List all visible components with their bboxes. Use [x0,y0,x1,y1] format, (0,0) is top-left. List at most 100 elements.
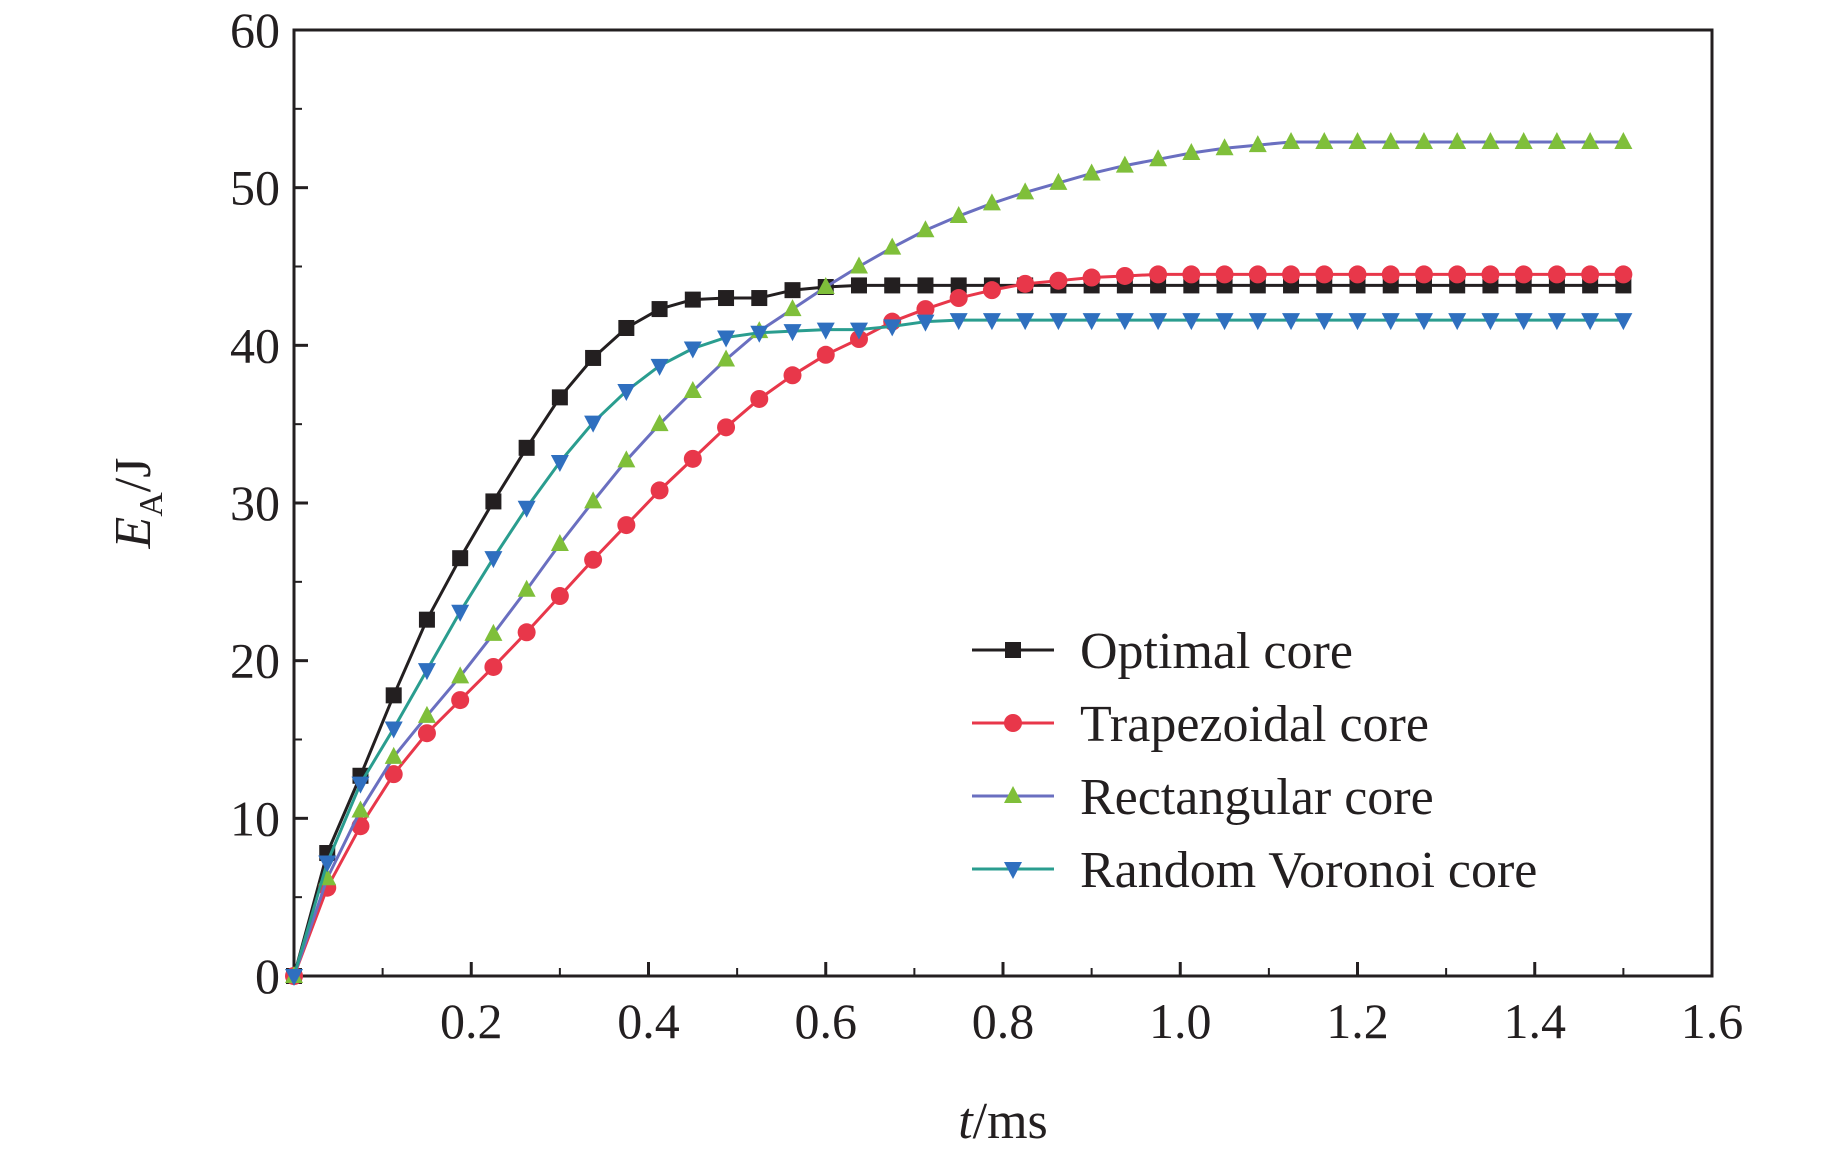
data-point [718,290,735,307]
legend-swatch-marker [1004,786,1022,803]
data-point [551,389,568,406]
data-point [717,418,736,437]
data-point [1049,172,1068,190]
legend-swatch-marker [1004,714,1022,732]
data-point [849,256,868,274]
data-point [1414,131,1433,149]
data-point [1149,265,1168,284]
y-tick-label: 0 [255,948,280,1004]
data-point [1049,271,1068,290]
x-tick-label: 0.6 [795,993,858,1049]
data-point [1149,149,1168,167]
legend-item: Rectangular core [972,769,1434,826]
data-point [783,299,802,317]
x-axis: 0.2 0.4 0.6 0.8 1.0 1.2 1.4 1.6 [381,962,1743,1049]
legend-label: Rectangular core [1080,769,1434,826]
data-point [451,666,470,684]
data-point [1248,313,1267,331]
series-2 [285,131,1633,983]
data-point [418,611,435,628]
data-point [1514,265,1533,284]
y-tick-label: 40 [230,317,280,373]
data-point [1115,266,1134,285]
data-point [982,193,1001,211]
legend-label: Random Voronoi core [1080,842,1537,899]
data-point [384,721,403,739]
legend-label: Optimal core [1080,623,1353,680]
data-point [1082,163,1101,181]
data-point [1581,313,1600,331]
legend-swatch-marker [1005,642,1021,658]
y-axis-title-symbol: E [105,517,162,550]
data-point [1016,274,1035,293]
data-point [684,291,701,308]
legend-swatch-marker [1004,862,1022,879]
x-tick-label: 0.4 [617,993,680,1049]
data-point [1547,313,1566,331]
data-point [1182,313,1201,331]
x-tick-label: 0.8 [972,993,1035,1049]
data-point [1215,265,1234,284]
data-point [751,290,768,307]
data-point [1248,135,1267,153]
data-point [1315,313,1334,331]
y-tick-label: 30 [230,475,280,531]
data-point [452,550,469,567]
legend-item: Optimal core [972,623,1353,680]
data-point [417,705,436,723]
data-point [1414,265,1433,284]
data-point [585,349,602,366]
data-point [1547,131,1566,149]
data-point [584,550,603,569]
x-tick-label: 0.2 [440,993,503,1049]
data-point [1381,313,1400,331]
data-point [1614,265,1633,284]
data-point [750,325,769,343]
data-point [485,493,502,510]
data-point [617,516,636,535]
data-point [783,366,802,385]
legend-label: Trapezoidal core [1080,696,1429,753]
data-point [584,491,603,509]
y-tick-label: 10 [230,790,280,846]
data-point [451,604,470,622]
data-point [385,687,402,704]
data-point [1082,313,1101,331]
data-point [650,358,669,376]
x-tick-label: 1.4 [1504,993,1567,1049]
data-point [1448,265,1467,284]
data-point [884,277,901,294]
data-point [517,579,536,597]
data-point [683,381,702,399]
data-point [1049,313,1068,331]
data-point [949,206,968,224]
data-point [617,384,636,402]
data-point [517,623,536,642]
data-point [1082,268,1101,287]
legend: Optimal core Trapezoidal core Rectangular … [972,623,1537,899]
data-point [1414,313,1433,331]
data-point [1581,131,1600,149]
data-point [1149,313,1168,331]
data-point [1248,265,1267,284]
data-point [816,345,835,364]
data-point [916,314,935,332]
data-point [1381,131,1400,149]
data-point [949,289,968,308]
data-point [850,277,867,294]
series-3 [285,313,1633,986]
data-point [982,281,1001,300]
data-point [1547,265,1566,284]
data-point [351,800,370,818]
x-tick-label: 1.2 [1326,993,1389,1049]
data-point [1115,155,1134,173]
x-tick-label: 1.0 [1149,993,1212,1049]
data-point [950,277,967,294]
data-point [1581,265,1600,284]
data-point [783,324,802,342]
data-point [1215,138,1234,156]
y-tick-label: 60 [230,2,280,58]
data-point [1182,142,1201,160]
data-point [617,450,636,468]
data-point [717,330,736,348]
